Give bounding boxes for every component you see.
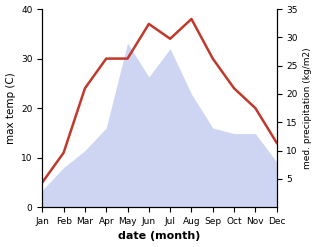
Y-axis label: max temp (C): max temp (C) <box>5 72 16 144</box>
Y-axis label: med. precipitation (kg/m2): med. precipitation (kg/m2) <box>303 47 313 169</box>
X-axis label: date (month): date (month) <box>118 231 201 242</box>
